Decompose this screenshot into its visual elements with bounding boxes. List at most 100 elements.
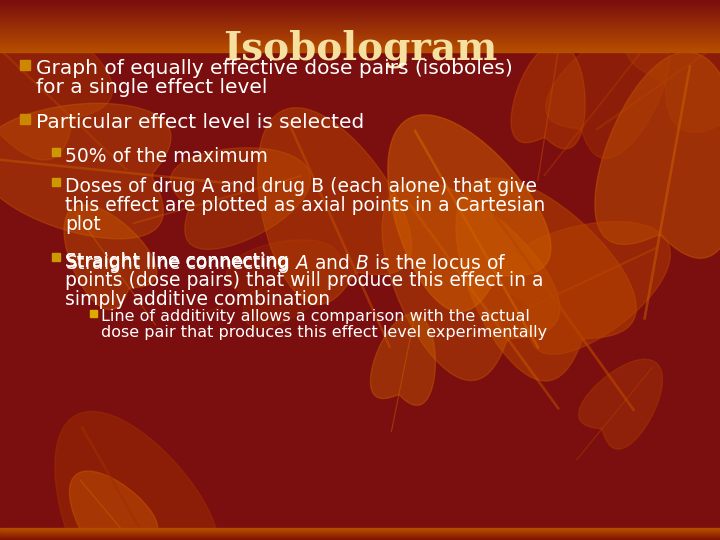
Bar bbox=[0, 9, 720, 10]
Bar bbox=[0, 43, 720, 44]
Text: Doses of drug A and drug B (each alone) that give: Doses of drug A and drug B (each alone) … bbox=[65, 177, 537, 196]
Text: for a single effect level: for a single effect level bbox=[36, 78, 267, 97]
Bar bbox=[0, 33, 720, 34]
Bar bbox=[0, 42, 720, 43]
Polygon shape bbox=[20, 114, 30, 124]
Bar bbox=[0, 39, 720, 40]
Bar bbox=[0, 46, 720, 47]
Bar bbox=[0, 30, 720, 31]
Polygon shape bbox=[227, 240, 341, 328]
Bar bbox=[0, 26, 720, 27]
Bar bbox=[0, 528, 720, 529]
Bar bbox=[0, 25, 720, 26]
Bar bbox=[0, 538, 720, 539]
Polygon shape bbox=[579, 359, 662, 449]
Bar bbox=[0, 49, 720, 50]
Bar bbox=[0, 16, 720, 17]
Text: 50% of the maximum: 50% of the maximum bbox=[65, 147, 268, 166]
Polygon shape bbox=[69, 471, 158, 540]
Bar bbox=[0, 0, 720, 1]
Text: Graph of equally effective dose pairs (isoboles): Graph of equally effective dose pairs (i… bbox=[36, 59, 513, 78]
Bar bbox=[0, 28, 720, 29]
Polygon shape bbox=[64, 205, 157, 309]
Polygon shape bbox=[456, 178, 636, 381]
Polygon shape bbox=[370, 314, 436, 406]
Bar bbox=[0, 36, 720, 37]
Text: this effect are plotted as axial points in a Cartesian: this effect are plotted as axial points … bbox=[65, 196, 545, 215]
Bar bbox=[0, 532, 720, 533]
Text: Isobologram: Isobologram bbox=[223, 30, 497, 69]
Bar bbox=[0, 44, 720, 45]
Bar bbox=[0, 32, 720, 33]
Polygon shape bbox=[0, 103, 171, 239]
Bar bbox=[0, 8, 720, 9]
Bar bbox=[0, 51, 720, 52]
Bar bbox=[0, 531, 720, 532]
Bar bbox=[0, 23, 720, 24]
Bar bbox=[0, 18, 720, 19]
Bar bbox=[0, 24, 720, 25]
Bar bbox=[0, 539, 720, 540]
Bar bbox=[0, 40, 720, 41]
Polygon shape bbox=[511, 43, 585, 149]
Bar bbox=[0, 20, 720, 21]
Bar bbox=[0, 535, 720, 536]
Polygon shape bbox=[502, 221, 670, 354]
Bar bbox=[0, 10, 720, 11]
Bar bbox=[0, 35, 720, 36]
Polygon shape bbox=[546, 23, 670, 159]
Bar bbox=[0, 11, 720, 12]
Bar bbox=[0, 14, 720, 15]
Bar bbox=[0, 4, 720, 5]
Bar bbox=[0, 37, 720, 38]
Polygon shape bbox=[171, 148, 310, 249]
Bar bbox=[0, 7, 720, 8]
Polygon shape bbox=[90, 310, 97, 317]
Bar bbox=[0, 1, 720, 2]
Bar bbox=[0, 19, 720, 20]
Bar bbox=[0, 47, 720, 48]
Bar bbox=[0, 34, 720, 35]
Polygon shape bbox=[52, 253, 60, 261]
Bar bbox=[0, 31, 720, 32]
Polygon shape bbox=[595, 52, 720, 258]
Text: Straight line connecting: Straight line connecting bbox=[65, 252, 295, 271]
Polygon shape bbox=[20, 60, 30, 70]
Text: Line of additivity allows a comparison with the actual: Line of additivity allows a comparison w… bbox=[101, 309, 530, 324]
Text: simply additive combination: simply additive combination bbox=[65, 290, 330, 309]
Polygon shape bbox=[0, 0, 113, 160]
Bar bbox=[0, 534, 720, 535]
Polygon shape bbox=[626, 0, 720, 132]
Polygon shape bbox=[382, 181, 560, 381]
Text: Straight line connecting $\mathit{A}$ and $\mathit{B}$ is the locus of: Straight line connecting $\mathit{A}$ an… bbox=[65, 252, 507, 275]
Polygon shape bbox=[52, 178, 60, 186]
Bar bbox=[0, 41, 720, 42]
Polygon shape bbox=[258, 107, 412, 305]
Bar bbox=[0, 22, 720, 23]
Bar bbox=[0, 21, 720, 22]
Text: points (dose pairs) that will produce this effect in a: points (dose pairs) that will produce th… bbox=[65, 271, 544, 290]
Polygon shape bbox=[388, 115, 551, 312]
Bar bbox=[0, 50, 720, 51]
Bar bbox=[0, 48, 720, 49]
Bar bbox=[0, 5, 720, 6]
Bar bbox=[0, 2, 720, 3]
Bar bbox=[0, 13, 720, 14]
Bar bbox=[0, 6, 720, 7]
Text: Particular effect level is selected: Particular effect level is selected bbox=[36, 113, 364, 132]
Bar bbox=[0, 38, 720, 39]
Bar bbox=[0, 537, 720, 538]
Text: dose pair that produces this effect level experimentally: dose pair that produces this effect leve… bbox=[101, 325, 547, 340]
Bar bbox=[0, 536, 720, 537]
Bar bbox=[0, 530, 720, 531]
Text: Straight line connecting: Straight line connecting bbox=[65, 252, 295, 271]
Bar bbox=[0, 529, 720, 530]
Text: plot: plot bbox=[65, 215, 101, 234]
Polygon shape bbox=[55, 411, 218, 540]
Polygon shape bbox=[52, 148, 60, 156]
Bar bbox=[0, 45, 720, 46]
Bar bbox=[0, 15, 720, 16]
Bar bbox=[0, 29, 720, 30]
Bar bbox=[0, 17, 720, 18]
Bar bbox=[0, 27, 720, 28]
